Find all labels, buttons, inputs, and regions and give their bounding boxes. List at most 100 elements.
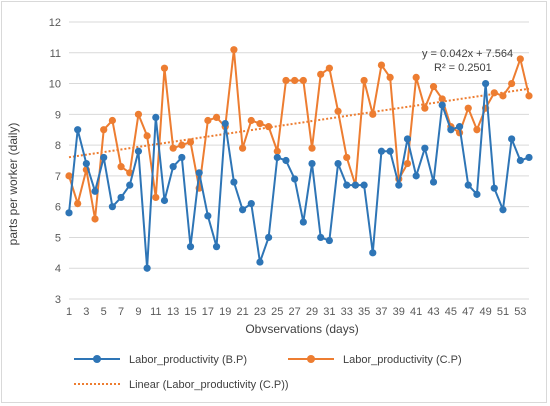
- point-bp-21: [238, 206, 247, 214]
- point-cp-25: [273, 147, 281, 155]
- x-tick-label-21: 21: [236, 306, 248, 318]
- point-bp-16: [195, 169, 203, 177]
- point-cp-7: [117, 163, 125, 171]
- x-tick-label-41: 41: [410, 306, 422, 318]
- point-bp-4: [91, 187, 99, 195]
- point-cp-37: [377, 61, 386, 69]
- point-cp-22: [247, 116, 255, 125]
- point-bp-17: [204, 212, 212, 220]
- point-cp-35: [360, 76, 368, 85]
- point-bp-37: [377, 147, 386, 155]
- legend-item-cp: Labor_productivity (C.P): [288, 354, 462, 366]
- point-bp-34: [351, 181, 360, 189]
- point-bp-43: [429, 178, 438, 186]
- point-cp-29: [308, 144, 316, 152]
- x-tick-label-37: 37: [375, 306, 387, 318]
- point-cp-36: [369, 110, 377, 118]
- point-bp-20: [230, 178, 238, 186]
- x-tick-label-17: 17: [202, 306, 214, 318]
- point-cp-52: [508, 79, 516, 88]
- point-bp-24: [265, 233, 273, 242]
- point-bp-30: [317, 233, 325, 242]
- point-bp-13: [169, 163, 177, 171]
- point-cp-30: [317, 70, 325, 78]
- point-cp-2: [74, 199, 82, 208]
- point-cp-50: [490, 89, 498, 97]
- point-cp-14: [178, 141, 186, 149]
- x-axis-ticks: 1 3 5 7 9 11 13 15 17 19 21 23 25 27 29 31 33 35 37 39 41 43 4…: [66, 306, 527, 318]
- x-tick-label-45: 45: [445, 306, 457, 318]
- point-cp-47: [464, 104, 472, 112]
- y-tick-label-8: 8: [55, 140, 61, 152]
- trend-equation: y = 0.042x + 7.564: [422, 48, 513, 60]
- point-bp-49: [482, 79, 490, 88]
- point-bp-47: [464, 181, 472, 189]
- y-tick-label-3: 3: [55, 294, 61, 306]
- x-tick-label-27: 27: [289, 306, 301, 318]
- legend-item-linear: Linear (Labor_productivity (C.P)): [74, 379, 289, 391]
- x-tick-label-1: 1: [66, 306, 72, 318]
- point-cp-10: [143, 132, 151, 140]
- point-cp-54: [525, 92, 533, 100]
- point-cp-26: [282, 76, 290, 85]
- point-cp-32: [334, 107, 342, 115]
- point-cp-41: [412, 73, 420, 81]
- y-tick-label-9: 9: [55, 109, 61, 121]
- trendline-layer: [68, 87, 530, 159]
- y-tick-label-4: 4: [55, 263, 61, 275]
- point-bp-42: [421, 144, 429, 152]
- point-bp-7: [117, 193, 125, 202]
- x-tick-label-39: 39: [393, 306, 405, 318]
- y-tick-label-10: 10: [49, 79, 61, 91]
- x-tick-label-5: 5: [101, 306, 107, 318]
- legend-item-bp: Labor_productivity (B.P): [74, 354, 247, 366]
- point-bp-9: [134, 147, 143, 155]
- point-cp-11: [152, 193, 160, 202]
- x-axis-title: Obvservations (days): [245, 322, 358, 336]
- point-bp-22: [247, 199, 255, 208]
- point-cp-43: [429, 83, 438, 91]
- point-bp-29: [308, 159, 316, 168]
- x-tick-label-23: 23: [254, 306, 266, 318]
- point-cp-21: [238, 144, 247, 152]
- x-tick-label-47: 47: [462, 306, 474, 318]
- series-layer: [65, 46, 533, 272]
- point-bp-23: [256, 258, 264, 266]
- x-tick-label-3: 3: [83, 306, 89, 318]
- point-cp-42: [421, 104, 429, 112]
- point-cp-15: [186, 138, 195, 146]
- x-tick-label-19: 19: [219, 306, 231, 318]
- point-cp-1: [65, 172, 73, 180]
- point-cp-9: [134, 110, 143, 118]
- x-tick-label-7: 7: [118, 306, 124, 318]
- point-bp-41: [412, 172, 420, 180]
- y-tick-label-6: 6: [55, 202, 61, 214]
- point-cp-12: [160, 64, 169, 72]
- point-cp-20: [230, 46, 238, 54]
- point-bp-10: [143, 264, 151, 272]
- point-bp-50: [490, 184, 498, 192]
- point-cp-13: [169, 144, 177, 152]
- point-cp-31: [325, 64, 333, 72]
- point-bp-15: [186, 243, 195, 251]
- point-bp-48: [473, 190, 481, 198]
- point-bp-36: [369, 249, 377, 257]
- x-tick-label-25: 25: [271, 306, 283, 318]
- point-cp-18: [212, 113, 221, 122]
- point-cp-53: [516, 55, 524, 63]
- y-axis-ticks: 3 4 5 6 7 8 9 10 11 12: [49, 17, 61, 306]
- x-tick-label-51: 51: [497, 306, 509, 318]
- point-cp-4: [91, 215, 99, 223]
- point-bp-51: [499, 206, 507, 214]
- x-tick-label-29: 29: [306, 306, 318, 318]
- point-bp-54: [525, 153, 533, 162]
- point-bp-44: [438, 101, 446, 109]
- point-bp-12: [160, 196, 169, 205]
- y-tick-label-7: 7: [55, 171, 61, 183]
- point-bp-32: [334, 159, 342, 168]
- point-cp-40: [403, 159, 412, 168]
- x-tick-label-9: 9: [135, 306, 141, 318]
- x-tick-label-33: 33: [341, 306, 353, 318]
- x-tick-label-35: 35: [358, 306, 370, 318]
